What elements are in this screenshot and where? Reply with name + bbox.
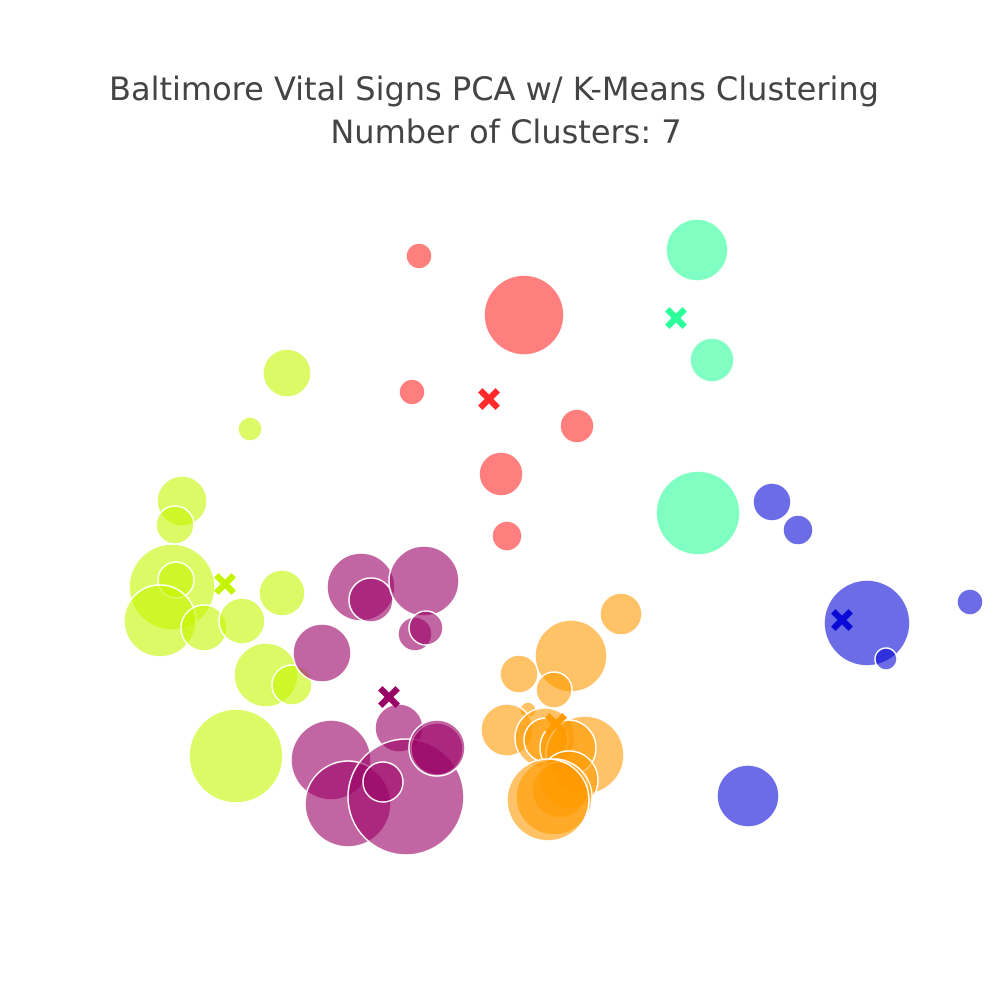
data-point-cluster-5[interactable] xyxy=(388,545,460,617)
data-point-cluster-3[interactable] xyxy=(716,764,780,828)
data-point-cluster-3[interactable] xyxy=(782,514,814,546)
data-point-cluster-6[interactable] xyxy=(599,592,643,636)
data-point-cluster-1[interactable] xyxy=(483,274,565,356)
data-point-cluster-1[interactable] xyxy=(491,520,523,552)
data-point-cluster-1[interactable] xyxy=(398,378,426,406)
data-point-cluster-1[interactable] xyxy=(405,242,433,270)
chart-title: Baltimore Vital Signs PCA w/ K-Means Clu… xyxy=(109,70,879,108)
data-point-cluster-2[interactable] xyxy=(665,218,729,282)
data-point-cluster-6[interactable] xyxy=(535,671,573,709)
data-point-cluster-1[interactable] xyxy=(559,408,595,444)
data-point-cluster-6[interactable] xyxy=(506,758,590,842)
chart-subtitle: Number of Clusters: 7 xyxy=(330,113,681,151)
centroid-marker-cluster-5[interactable] xyxy=(378,686,400,708)
data-point-cluster-5[interactable] xyxy=(362,761,404,803)
centroids-layer xyxy=(214,307,853,735)
data-point-cluster-1[interactable] xyxy=(478,451,524,497)
data-point-cluster-3[interactable] xyxy=(823,579,911,667)
centroid-marker-cluster-6[interactable] xyxy=(545,713,567,735)
data-point-cluster-3[interactable] xyxy=(752,482,792,522)
centroid-marker-cluster-2[interactable] xyxy=(665,307,687,329)
data-point-cluster-5[interactable] xyxy=(408,610,444,646)
data-point-cluster-2[interactable] xyxy=(655,470,741,556)
data-point-cluster-4[interactable] xyxy=(262,348,312,398)
centroid-marker-cluster-3[interactable] xyxy=(831,609,853,631)
data-point-cluster-5[interactable] xyxy=(348,577,394,623)
points-layer xyxy=(123,218,984,856)
data-point-cluster-4[interactable] xyxy=(258,569,306,617)
data-point-cluster-4[interactable] xyxy=(155,505,195,545)
centroid-marker-cluster-4[interactable] xyxy=(214,573,236,595)
data-point-cluster-4[interactable] xyxy=(218,597,266,645)
data-point-cluster-4[interactable] xyxy=(188,708,284,804)
data-point-cluster-2[interactable] xyxy=(689,337,735,383)
data-point-cluster-5[interactable] xyxy=(292,623,352,683)
data-point-cluster-3[interactable] xyxy=(956,588,984,616)
centroid-marker-cluster-1[interactable] xyxy=(478,388,500,410)
data-point-cluster-5[interactable] xyxy=(408,719,466,777)
data-point-cluster-3[interactable] xyxy=(874,647,898,671)
data-point-cluster-4[interactable] xyxy=(237,416,263,442)
data-point-cluster-6[interactable] xyxy=(499,654,539,694)
